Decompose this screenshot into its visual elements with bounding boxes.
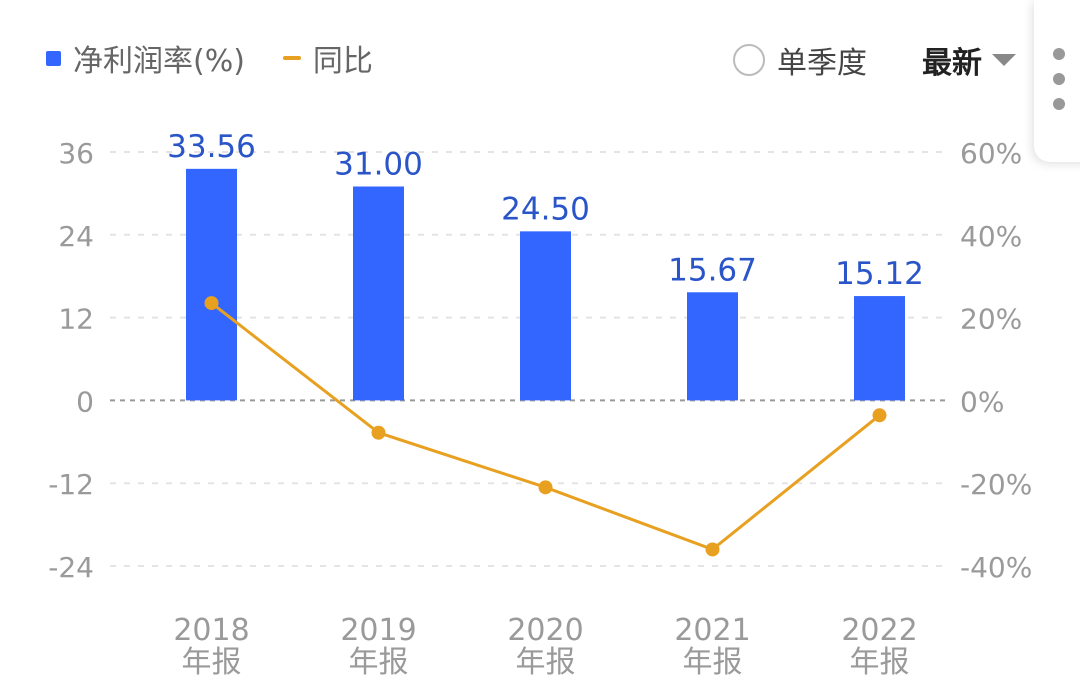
bar [520,231,571,401]
latest-label: 最新 [922,46,982,81]
bar [854,296,905,401]
bar-legend-label[interactable]: 净利润率(%) [73,44,245,79]
more-dot-icon [1053,98,1065,110]
line-legend-swatch [282,56,301,60]
category-label: 2020 [507,613,583,648]
bar-legend-swatch [46,50,61,66]
yoy-point [872,408,887,423]
right-tick-label: -40% [960,551,1032,584]
bar [186,168,237,401]
category-label: 2019 [340,613,416,648]
quarter-radio-icon[interactable] [733,44,765,76]
quarter-label: 单季度 [777,46,867,81]
bar-value-label: 31.00 [334,147,423,183]
quarter-toggle[interactable]: 单季度 [733,38,867,82]
category-label: 年报 [683,645,743,680]
left-tick-label: -12 [48,468,94,501]
left-tick-label: 36 [58,137,94,170]
more-options-panel[interactable] [1034,0,1080,162]
chart-legend: 净利润率(%) 同比 [46,36,373,80]
category-label: 2021 [674,613,750,648]
latest-dropdown[interactable]: 最新 [922,38,1016,82]
left-tick-label: 24 [58,220,94,253]
yoy-point [705,542,720,557]
right-tick-label: -20% [960,468,1032,501]
category-label: 年报 [850,645,910,680]
category-label: 年报 [349,645,409,680]
category-label: 2022 [841,613,917,648]
bar-value-label: 33.56 [167,129,256,165]
caret-down-icon [992,54,1016,66]
left-tick-label: 0 [76,385,94,418]
right-tick-label: 60% [960,137,1022,170]
line-legend-label[interactable]: 同比 [312,44,373,79]
yoy-point [371,425,386,440]
bar-value-label: 15.67 [668,252,757,288]
right-tick-label: 40% [960,220,1022,253]
left-tick-label: 12 [58,303,94,336]
yoy-point [204,296,219,311]
bar-value-label: 15.12 [835,256,924,292]
right-tick-label: 20% [960,303,1022,336]
yoy-point [538,480,553,495]
category-label: 2018 [173,613,249,648]
bar [687,292,738,401]
left-tick-label: -24 [48,551,94,584]
more-dot-icon [1053,48,1065,60]
category-label: 年报 [516,645,576,680]
category-label: 年报 [182,645,242,680]
bar [353,186,404,401]
more-dot-icon [1053,73,1065,85]
right-tick-label: 0% [960,385,1004,418]
bar-value-label: 24.50 [501,191,590,227]
